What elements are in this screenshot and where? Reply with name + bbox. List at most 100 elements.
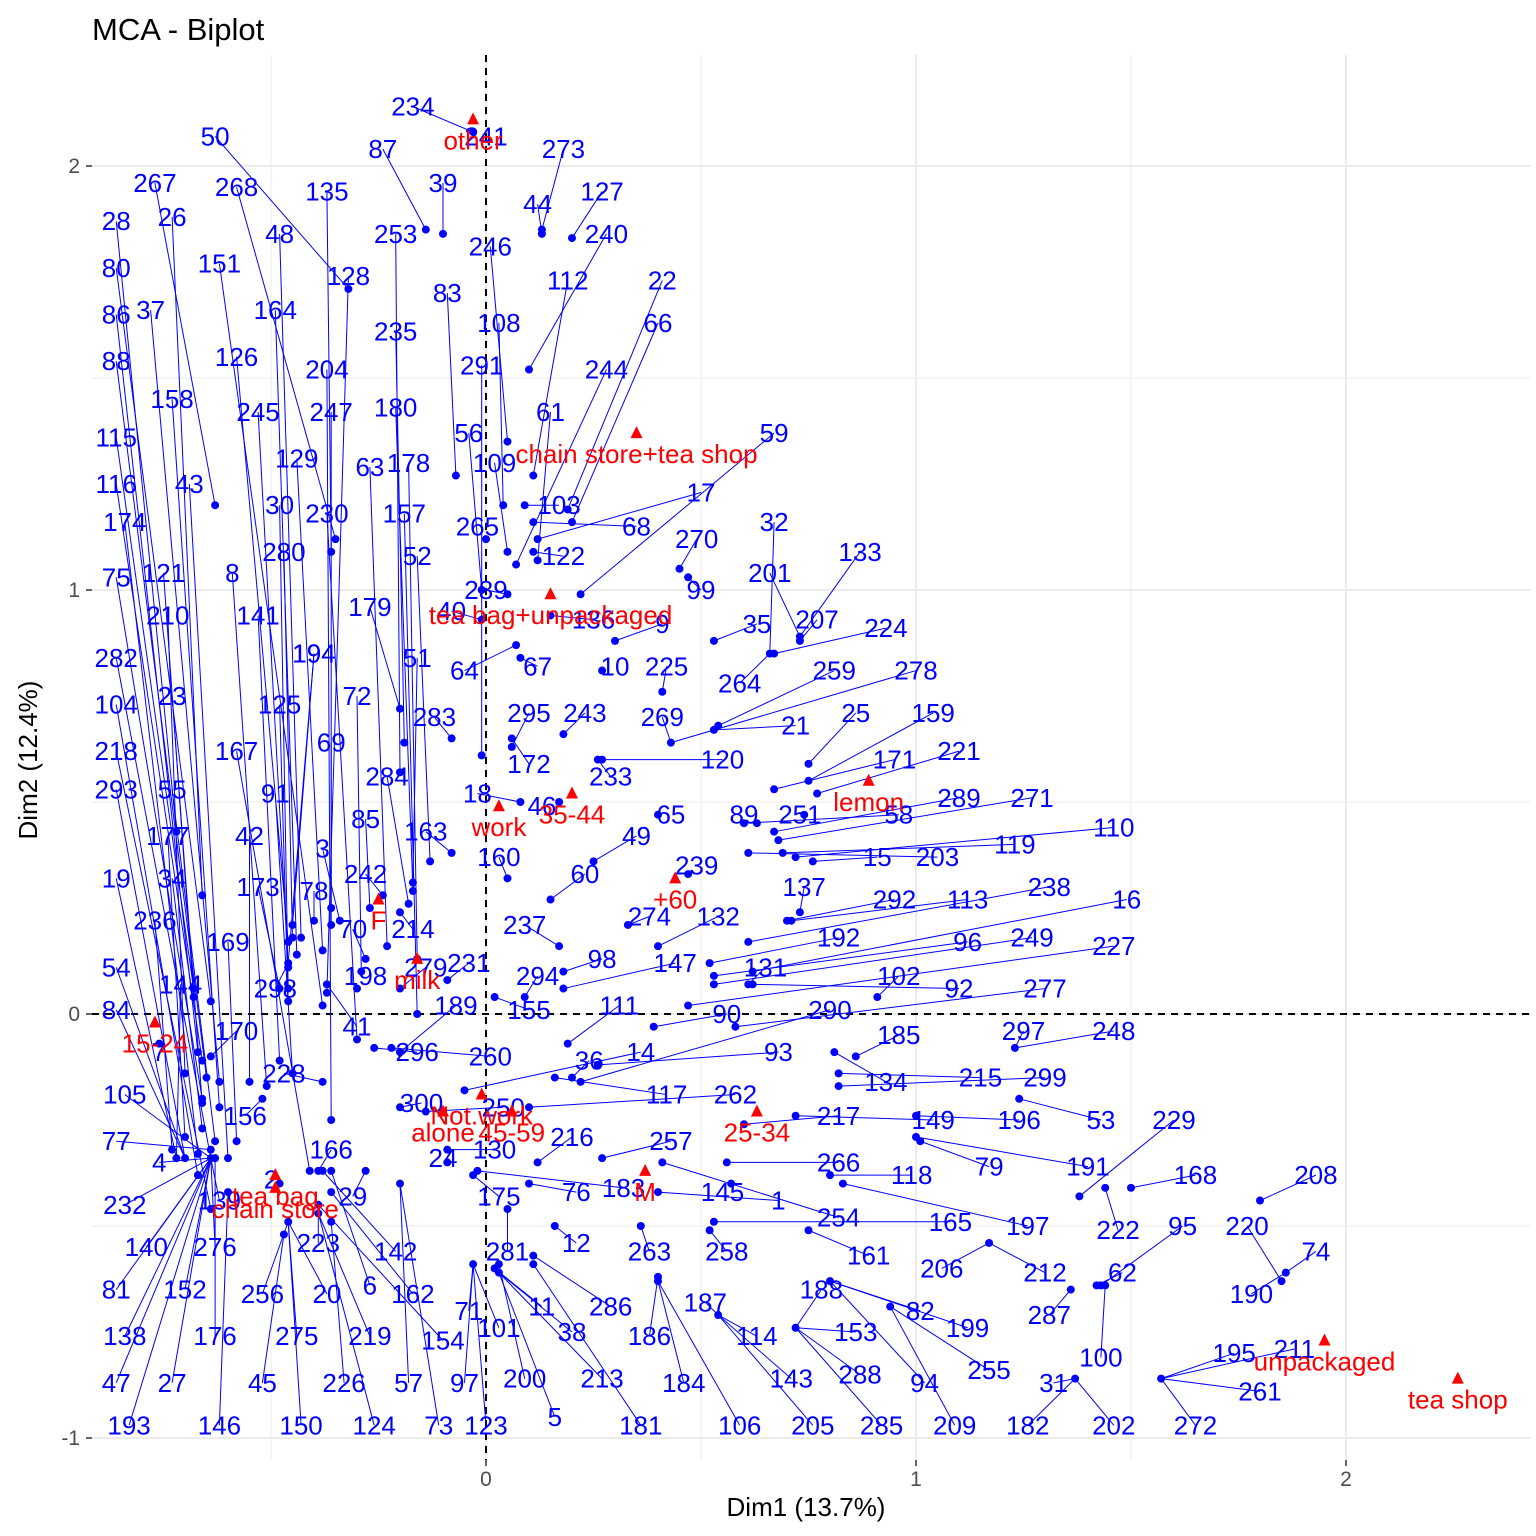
- individual-label-27: 27: [158, 1368, 187, 1398]
- individual-label-256: 256: [241, 1279, 284, 1309]
- connector-line-208: [1259, 1174, 1317, 1202]
- connector-line-169: [227, 941, 238, 1142]
- individual-label-266: 266: [817, 1147, 860, 1177]
- connector-line-161: [808, 1229, 869, 1257]
- connector-line-168: [1130, 1174, 1196, 1189]
- connector-line-6: [330, 1170, 371, 1286]
- connector-line-253: [395, 233, 401, 773]
- individual-point-192: [705, 959, 714, 968]
- connector-line-128: [326, 276, 349, 993]
- connector-line-269: [661, 717, 672, 743]
- connector-line-238: [748, 886, 1050, 943]
- connector-line-217: [743, 1115, 839, 1125]
- individual-point-297: [1010, 1043, 1019, 1052]
- category-label-unpackaged: unpackaged: [1254, 1346, 1396, 1376]
- individual-label-297: 297: [1002, 1016, 1045, 1046]
- individual-label-224: 224: [864, 613, 907, 643]
- individual-point-149: [791, 1111, 800, 1120]
- individual-label-73: 73: [424, 1410, 453, 1440]
- individual-point-210: [181, 1069, 189, 1078]
- individual-label-76: 76: [562, 1177, 591, 1207]
- individual-label-270: 270: [675, 524, 718, 554]
- connector-line-102: [876, 975, 900, 998]
- connector-line-1: [657, 1191, 779, 1202]
- individual-label-228: 228: [262, 1058, 305, 1088]
- individual-label-88: 88: [102, 346, 131, 376]
- individual-point-257: [598, 1154, 607, 1163]
- individual-point-240: [525, 365, 533, 374]
- connector-line-190: [1251, 1272, 1287, 1295]
- connector-line-272: [1160, 1378, 1196, 1426]
- individual-point-15: [808, 857, 817, 866]
- connector-line-95: [1100, 1225, 1183, 1286]
- individual-point-46: [555, 798, 564, 806]
- individual-label-263: 263: [628, 1236, 671, 1266]
- individual-label-65: 65: [656, 800, 685, 830]
- individual-label-195: 195: [1213, 1338, 1256, 1368]
- individual-label-152: 152: [163, 1275, 206, 1305]
- individual-label-24: 24: [429, 1143, 458, 1173]
- individual-point-267: [211, 501, 220, 510]
- individual-point-62: [1092, 1281, 1101, 1290]
- individual-point-175: [469, 1171, 478, 1180]
- connector-line-28: [115, 221, 177, 832]
- individual-label-167: 167: [215, 736, 258, 766]
- individual-label-53: 53: [1086, 1105, 1115, 1135]
- individual-label-105: 105: [103, 1080, 146, 1110]
- connector-line-189: [399, 1005, 457, 1053]
- individual-label-104: 104: [95, 689, 138, 719]
- individual-label-193: 193: [107, 1410, 150, 1440]
- individual-label-127: 127: [580, 176, 623, 206]
- individual-point-29: [361, 1166, 370, 1175]
- individual-label-184: 184: [662, 1368, 705, 1398]
- individual-point-59: [576, 590, 585, 599]
- individual-point-103: [520, 501, 529, 510]
- individual-label-154: 154: [421, 1325, 464, 1355]
- individual-label-160: 160: [477, 842, 520, 872]
- individual-point-69: [327, 904, 336, 912]
- category-point-other: [467, 112, 480, 125]
- individual-label-92: 92: [945, 974, 974, 1004]
- individual-point-284: [404, 899, 413, 908]
- individual-point-137: [795, 908, 804, 917]
- category-label-45-59: 45-59: [479, 1118, 546, 1148]
- connector-line-243: [563, 712, 586, 735]
- category-point-f: [372, 892, 385, 905]
- individual-label-64: 64: [450, 656, 479, 686]
- connector-line-59: [580, 432, 775, 595]
- individual-label-242: 242: [344, 859, 387, 889]
- individual-label-254: 254: [817, 1203, 860, 1233]
- individual-point-146: [224, 1188, 232, 1197]
- individual-point-22: [563, 505, 572, 514]
- connector-line-186: [648, 1276, 659, 1337]
- connector-line-74: [1285, 1251, 1317, 1274]
- category-label-f: F: [371, 906, 387, 936]
- connector-line-50: [214, 135, 349, 290]
- individual-label-40: 40: [437, 596, 466, 626]
- individual-point-238: [744, 937, 753, 946]
- individual-label-71: 71: [454, 1296, 483, 1326]
- individual-point-214: [396, 908, 404, 917]
- individual-label-248: 248: [1092, 1016, 1135, 1046]
- individual-label-147: 147: [654, 948, 697, 978]
- connector-line-18: [477, 793, 521, 803]
- individual-label-146: 146: [198, 1410, 241, 1440]
- connector-line-35: [713, 623, 758, 642]
- individual-point-283: [447, 734, 456, 743]
- individual-label-237: 237: [503, 910, 546, 940]
- individual-label-72: 72: [343, 681, 372, 711]
- connector-line-244: [515, 369, 607, 565]
- individual-point-21: [709, 725, 718, 734]
- individual-label-276: 276: [193, 1232, 236, 1262]
- individual-point-116: [198, 1056, 207, 1065]
- individual-label-115: 115: [95, 422, 136, 452]
- connector-line-271: [778, 797, 1033, 841]
- individual-point-185: [851, 1052, 860, 1061]
- individual-point-89: [752, 819, 761, 828]
- y-axis-title: Dim2 (12.4%): [13, 681, 43, 840]
- connector-line-181: [532, 1263, 642, 1426]
- individual-label-124: 124: [353, 1410, 396, 1440]
- individual-label-155: 155: [507, 995, 550, 1025]
- connector-line-260: [391, 1047, 491, 1057]
- connector-line-232: [124, 1157, 212, 1206]
